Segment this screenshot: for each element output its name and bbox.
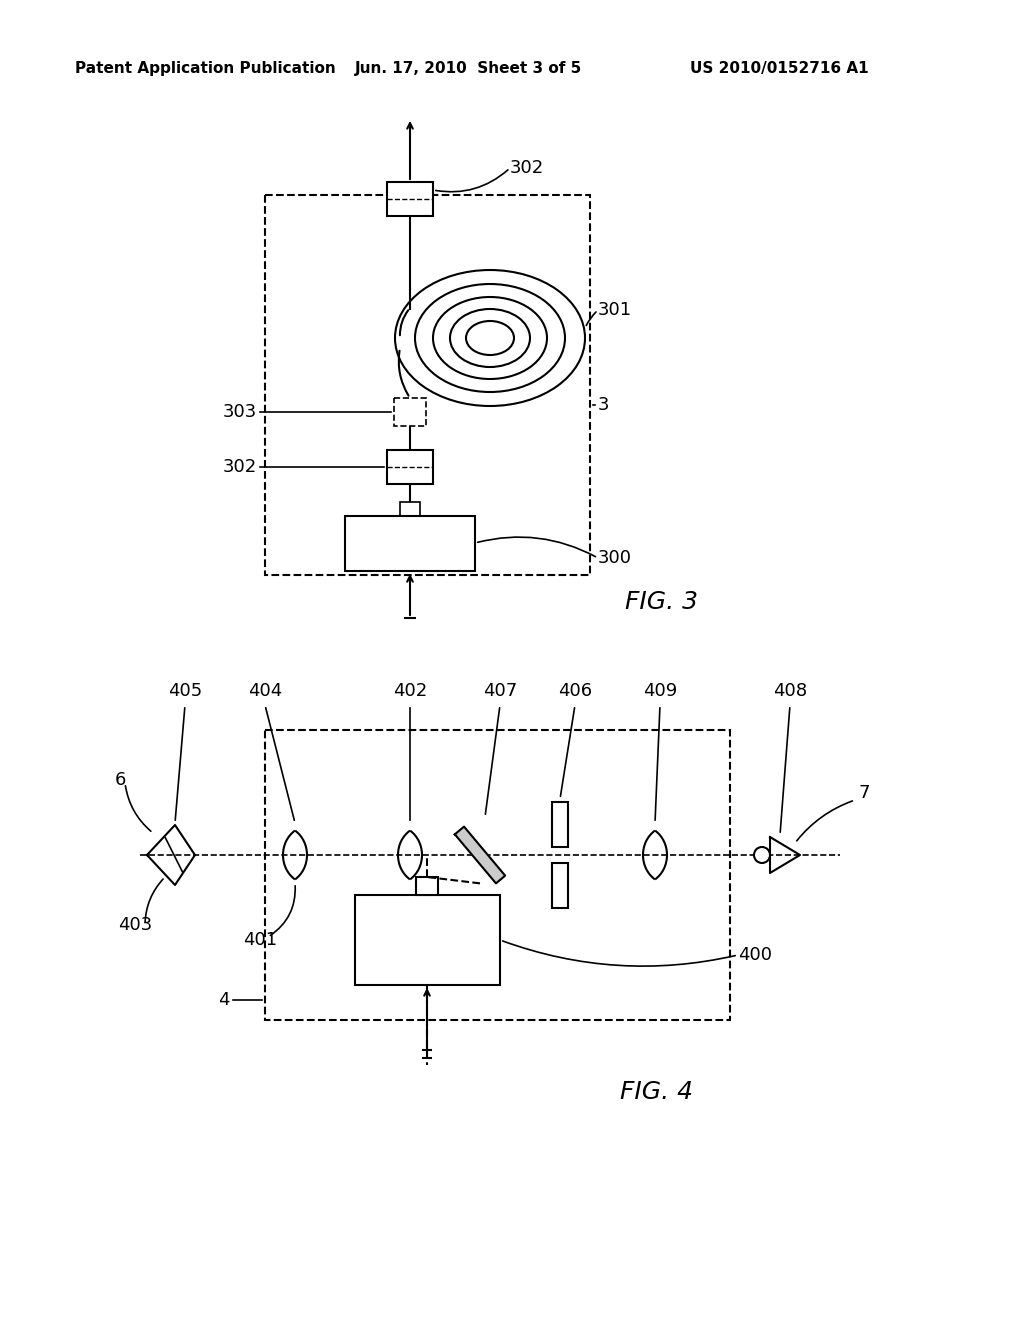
Text: 409: 409 (643, 682, 677, 700)
Text: 401: 401 (243, 931, 278, 949)
Text: 3: 3 (598, 396, 609, 414)
Circle shape (754, 847, 770, 863)
Text: 302: 302 (223, 458, 257, 477)
Bar (387, 450, 433, 484)
Text: US 2010/0152716 A1: US 2010/0152716 A1 (690, 61, 868, 75)
Bar (394, 399, 426, 426)
Text: 405: 405 (168, 682, 202, 700)
Text: 404: 404 (248, 682, 283, 700)
Text: FIG. 4: FIG. 4 (620, 1080, 693, 1104)
Text: FIG. 3: FIG. 3 (625, 590, 698, 614)
Text: 6: 6 (115, 771, 126, 789)
Bar (552, 863, 568, 908)
Text: Patent Application Publication: Patent Application Publication (75, 61, 336, 75)
Bar (265, 730, 730, 1020)
Text: 4: 4 (218, 991, 230, 1008)
Bar (355, 895, 500, 985)
Text: 400: 400 (738, 946, 772, 964)
Text: 303: 303 (223, 403, 257, 421)
Text: 301: 301 (598, 301, 632, 319)
Text: Jun. 17, 2010  Sheet 3 of 5: Jun. 17, 2010 Sheet 3 of 5 (355, 61, 583, 75)
Bar (552, 803, 568, 847)
Text: 302: 302 (510, 158, 544, 177)
Polygon shape (455, 826, 505, 883)
Bar (265, 195, 590, 576)
Text: 300: 300 (598, 549, 632, 568)
Bar (387, 182, 433, 216)
Text: 406: 406 (558, 682, 592, 700)
Bar (416, 876, 438, 895)
Text: 407: 407 (483, 682, 517, 700)
Text: 403: 403 (118, 916, 153, 935)
Bar (400, 502, 420, 516)
Text: 7: 7 (858, 784, 869, 803)
Text: 408: 408 (773, 682, 807, 700)
Text: 402: 402 (393, 682, 427, 700)
Bar (345, 516, 475, 572)
